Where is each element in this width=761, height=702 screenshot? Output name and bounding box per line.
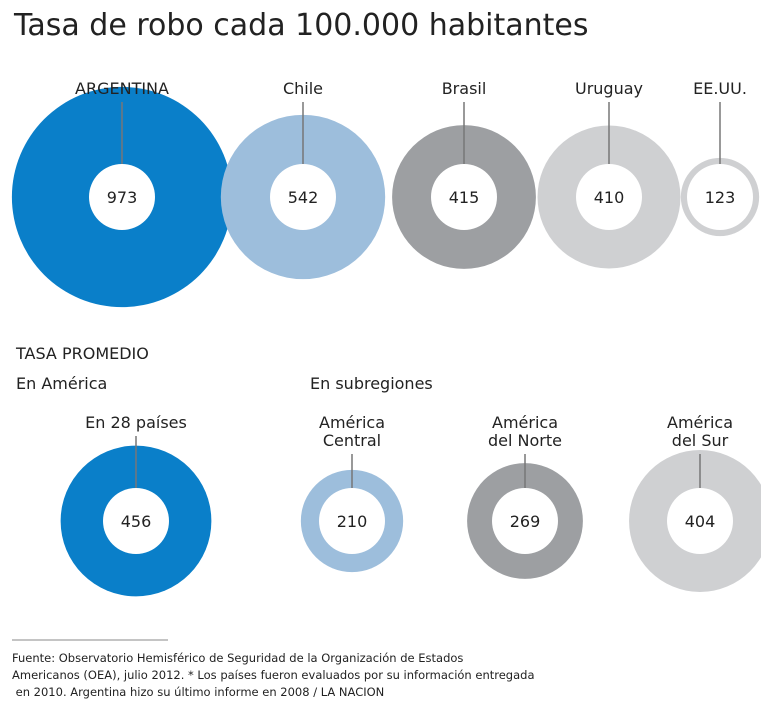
value-label: 123 (705, 188, 736, 207)
subtitle: En América (16, 374, 108, 393)
bubble-hole (319, 488, 385, 554)
bubble-hole (270, 164, 336, 230)
value-label: 210 (337, 512, 368, 531)
category-label: Brasil (441, 79, 487, 98)
category-label: América del Sur (667, 413, 733, 450)
value-label: 415 (449, 188, 480, 207)
value-label: 269 (510, 512, 541, 531)
category-label: América del Norte (488, 413, 562, 450)
footnote: en 2010. Argentina hizo su último inform… (12, 685, 385, 699)
value-label: 456 (121, 512, 152, 531)
bubble-hole (667, 488, 733, 554)
category-label: Uruguay (575, 79, 643, 98)
category-label: Chile (282, 79, 324, 98)
value-label: 410 (594, 188, 625, 207)
value-label: 404 (685, 512, 716, 531)
subtitle: En subregiones (310, 374, 433, 393)
bubble-hole (492, 488, 558, 554)
category-label: EE.UU. (693, 79, 747, 98)
section-title: TASA PROMEDIO (16, 344, 149, 363)
value-label: 542 (288, 188, 319, 207)
bubble-hole (431, 164, 497, 230)
footnote: Americanos (OEA), julio 2012. * Los país… (12, 668, 535, 682)
bubble-hole (89, 164, 155, 230)
bubble-hole (103, 488, 169, 554)
bubble-hole (576, 164, 642, 230)
category-label: ARGENTINA (75, 79, 169, 98)
value-label: 973 (107, 188, 138, 207)
category-label: En 28 países (85, 413, 187, 432)
footnote: Fuente: Observatorio Hemisférico de Segu… (12, 651, 464, 665)
chart-title: Tasa de robo cada 100.000 habitantes (14, 8, 589, 43)
category-label: América Central (319, 413, 385, 450)
bubble-hole (687, 164, 753, 230)
